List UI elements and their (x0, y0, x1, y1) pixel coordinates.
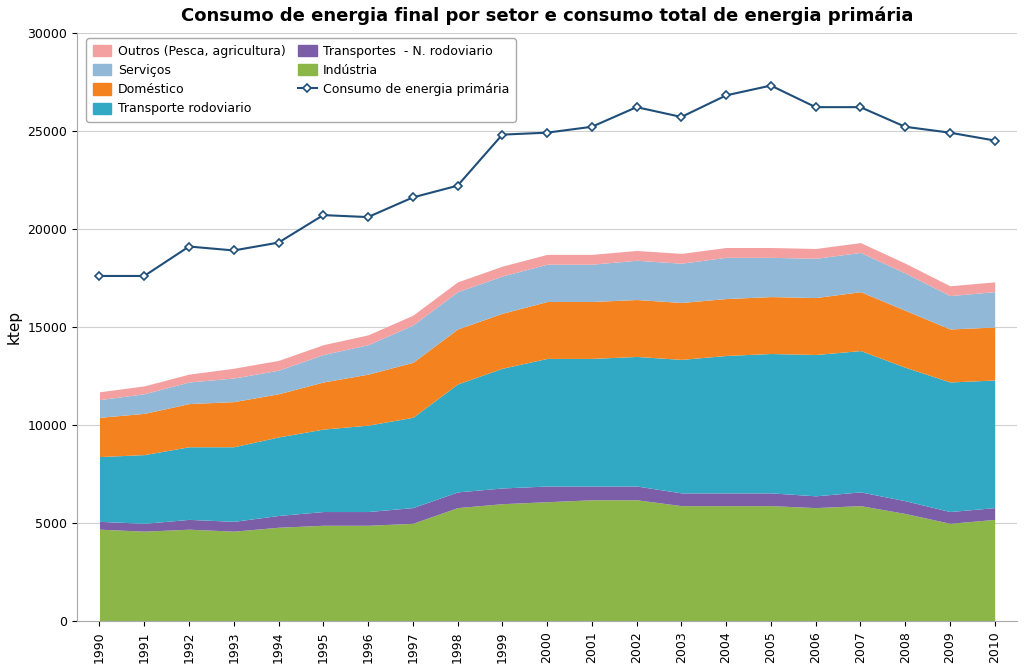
Legend: Outros (Pesca, agricultura), Serviços, Doméstico, Transporte rodoviario, Transpo: Outros (Pesca, agricultura), Serviços, D… (86, 38, 516, 122)
Title: Consumo de energia final por setor e consumo total de energia primária: Consumo de energia final por setor e con… (181, 7, 913, 25)
Y-axis label: ktep: ktep (7, 310, 22, 344)
